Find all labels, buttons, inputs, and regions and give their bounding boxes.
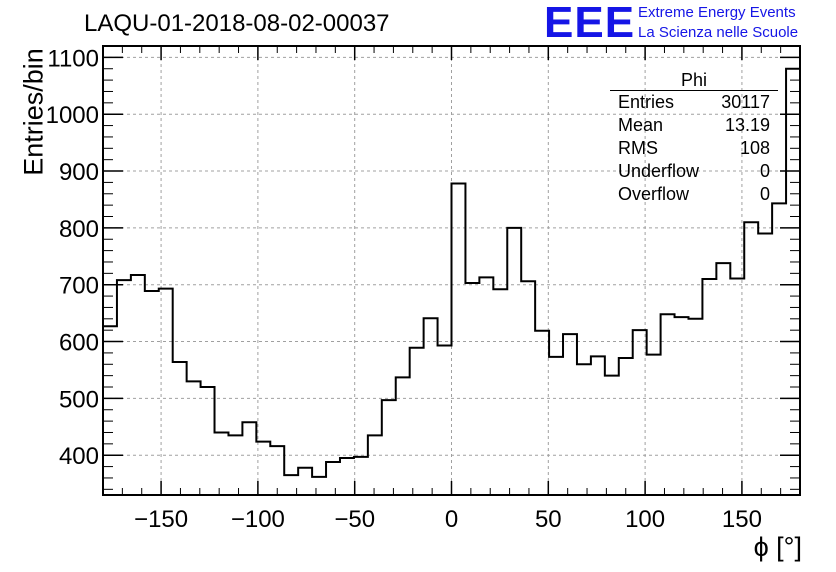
stats-value: 0 xyxy=(759,161,770,181)
histogram-series xyxy=(103,67,800,478)
y-tick-label: 400 xyxy=(59,443,99,470)
stats-label: Underflow xyxy=(618,161,700,181)
stats-row: Overflow 0 xyxy=(610,183,778,206)
stats-row: Underflow 0 xyxy=(610,160,778,183)
x-axis: −150 −100 −50 0 50 100 150 xyxy=(102,46,801,533)
chart-title: LAQU-01-2018-08-02-00037 xyxy=(84,10,390,37)
stats-label: Mean xyxy=(618,115,664,135)
stats-label: Entries xyxy=(618,92,675,112)
y-tick-label: 500 xyxy=(59,386,99,413)
stats-row: Mean 13.19 xyxy=(610,114,778,137)
y-tick-label: 900 xyxy=(59,159,99,186)
y-axis: 400 500 600 700 800 900 1000 1100 xyxy=(46,45,800,490)
logo-line-1: Extreme Energy Events xyxy=(638,4,796,21)
stats-value: 30117 xyxy=(721,92,770,112)
stats-label: Overflow xyxy=(618,184,690,204)
stats-box: Phi Entries 30117 Mean 13.19 RMS 108 Und… xyxy=(610,70,778,206)
x-tick-label: 100 xyxy=(625,506,665,533)
x-tick-label: −100 xyxy=(231,506,285,533)
stats-label: RMS xyxy=(618,138,658,158)
stats-row: RMS 108 xyxy=(610,137,778,160)
stats-row: Entries 30117 xyxy=(610,91,778,114)
stats-value: 13.19 xyxy=(724,115,770,135)
y-axis-label: Entries/bin xyxy=(18,48,49,176)
y-tick-label: 800 xyxy=(59,216,99,243)
x-axis-label: ϕ [°] xyxy=(753,532,802,562)
x-tick-label: 0 xyxy=(445,506,458,533)
x-tick-label: 50 xyxy=(535,506,562,533)
y-tick-label: 700 xyxy=(59,273,99,300)
eee-logo: EEE xyxy=(544,0,636,47)
stats-value: 0 xyxy=(759,184,770,204)
stats-name: Phi xyxy=(610,70,778,91)
x-tick-label: −150 xyxy=(134,506,188,533)
stats-value: 108 xyxy=(739,138,770,158)
y-tick-label: 1000 xyxy=(46,102,99,129)
x-tick-label: 150 xyxy=(722,506,762,533)
y-tick-label: 1100 xyxy=(47,45,99,72)
y-tick-label: 600 xyxy=(59,330,99,357)
logo-line-2: La Scienza nelle Scuole xyxy=(638,24,799,41)
x-tick-label: −50 xyxy=(334,506,375,533)
